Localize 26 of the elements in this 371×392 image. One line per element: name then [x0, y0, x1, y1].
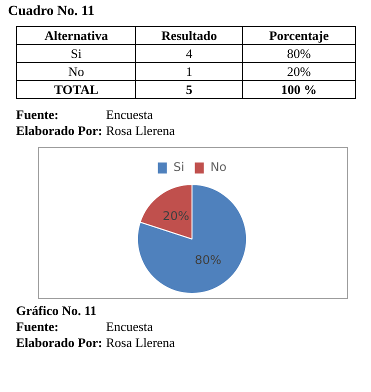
category-label: Si [70, 46, 82, 60]
text: 5 [136, 80, 242, 98]
text: Alternativa [16, 26, 136, 44]
text: 100 % [242, 80, 356, 98]
source-note: Fuente: [16, 319, 60, 335]
text: Gráfico No. 11 [16, 303, 98, 319]
text: Resultado [136, 26, 242, 44]
text: TOTAL [16, 80, 136, 98]
text: Rosa Llerena [106, 123, 175, 138]
text: Rosa Llerena [106, 335, 175, 350]
source-note: Fuente: [16, 107, 60, 123]
text: 20% [287, 64, 311, 78]
legend-label: No [210, 160, 227, 174]
text: Encuesta [106, 107, 153, 122]
text: Encuesta [106, 319, 153, 334]
text: 80% [287, 46, 311, 60]
text: Elaborado Por: [16, 335, 104, 351]
text: Porcentaje [242, 26, 356, 44]
text: 1 [136, 62, 242, 80]
legend-label: Si [173, 160, 184, 174]
category-label: No [68, 64, 84, 78]
data-label: 20% [162, 209, 190, 224]
text: Cuadro No. 11 [8, 4, 96, 20]
text: Elaborado Por: [16, 123, 104, 139]
data-label: 80% [194, 253, 222, 268]
text: 4 [136, 44, 242, 62]
